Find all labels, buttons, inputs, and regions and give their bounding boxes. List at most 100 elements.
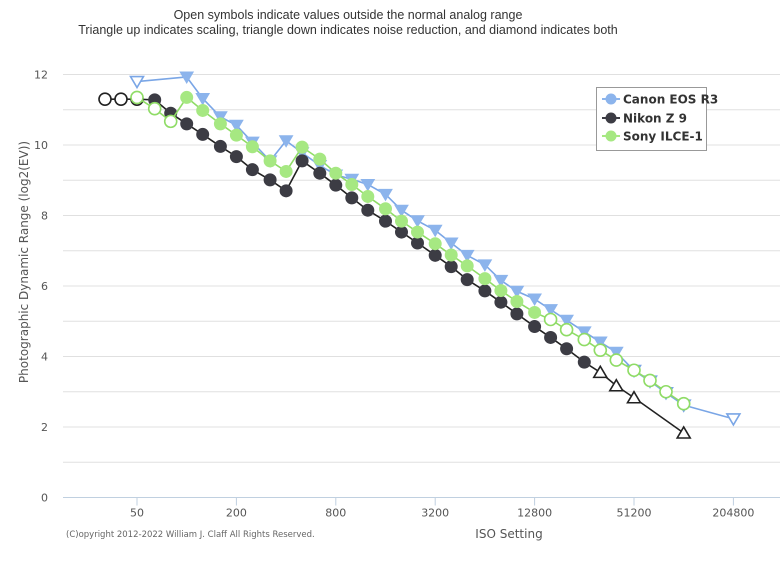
data-point-sony-ilce-1[interactable] [313, 152, 327, 166]
data-point-nikon-z-9[interactable] [345, 191, 359, 205]
legend-label-sony: Sony ILCE-1 [623, 130, 703, 144]
data-point-canon-eos-r3[interactable] [410, 215, 425, 228]
data-point-nikon-z-9[interactable] [675, 425, 692, 439]
data-point-sony-ilce-1[interactable] [180, 90, 194, 104]
data-point-sony-ilce-1[interactable] [543, 312, 558, 327]
data-point-sony-ilce-1[interactable] [676, 396, 691, 411]
data-point-sony-ilce-1[interactable] [229, 128, 243, 142]
data-point-nikon-z-9[interactable] [361, 203, 375, 217]
data-point-sony-ilce-1[interactable] [196, 103, 210, 117]
data-point-canon-eos-r3[interactable] [725, 413, 742, 427]
data-point-nikon-z-9[interactable] [180, 117, 194, 131]
data-point-nikon-z-9[interactable] [444, 260, 458, 274]
data-point-canon-eos-r3[interactable] [543, 304, 558, 317]
data-point-canon-eos-r3[interactable] [493, 274, 509, 288]
legend-item-canon[interactable]: Canon EOS R3 [602, 93, 718, 107]
x-axis-title: ISO Setting [475, 527, 542, 541]
legend-symbol-nikon [605, 112, 617, 124]
data-point-sony-ilce-1[interactable] [329, 166, 343, 180]
data-point-sony-ilce-1[interactable] [444, 248, 458, 262]
data-point-nikon-z-9[interactable] [279, 184, 293, 198]
data-point-sony-ilce-1[interactable] [279, 164, 293, 178]
data-point-canon-eos-r3[interactable] [559, 314, 574, 328]
data-point-canon-eos-r3[interactable] [229, 119, 244, 133]
data-point-sony-ilce-1[interactable] [528, 305, 542, 319]
data-point-nikon-z-9[interactable] [608, 378, 625, 392]
data-point-nikon-z-9[interactable] [626, 390, 642, 404]
data-point-sony-ilce-1[interactable] [460, 259, 474, 273]
data-point-nikon-z-9[interactable] [329, 178, 343, 192]
data-point-sony-ilce-1[interactable] [609, 353, 624, 367]
data-point-sony-ilce-1[interactable] [410, 225, 424, 239]
data-point-nikon-z-9[interactable] [478, 284, 492, 298]
data-point-sony-ilce-1[interactable] [379, 202, 392, 216]
data-point-nikon-z-9[interactable] [494, 295, 508, 309]
x-tick-label: 3200 [421, 507, 449, 520]
data-point-canon-eos-r3[interactable] [129, 75, 145, 90]
data-point-canon-eos-r3[interactable] [378, 188, 393, 202]
data-point-sony-ilce-1[interactable] [643, 373, 657, 388]
legend-item-sony[interactable]: Sony ILCE-1 [602, 130, 703, 144]
data-point-nikon-z-9[interactable] [379, 214, 392, 228]
data-point-canon-eos-r3[interactable] [213, 111, 228, 124]
data-point-sony-ilce-1[interactable] [213, 117, 227, 131]
series-nikon-z-9 [98, 92, 692, 439]
data-point-canon-eos-r3[interactable] [443, 237, 459, 250]
data-point-nikon-z-9[interactable] [295, 154, 309, 168]
data-point-canon-eos-r3[interactable] [459, 249, 475, 263]
data-point-nikon-z-9[interactable] [410, 236, 424, 250]
data-point-sony-ilce-1[interactable] [361, 189, 375, 203]
y-tick-label: 4 [41, 351, 48, 364]
data-point-sony-ilce-1[interactable] [659, 384, 673, 399]
legend-item-nikon[interactable]: Nikon Z 9 [602, 112, 687, 126]
data-point-nikon-z-9[interactable] [263, 173, 277, 187]
data-point-canon-eos-r3[interactable] [195, 92, 211, 106]
data-point-canon-eos-r3[interactable] [608, 346, 624, 360]
data-point-sony-ilce-1[interactable] [394, 214, 408, 228]
data-point-sony-ilce-1[interactable] [428, 237, 442, 251]
data-point-nikon-z-9[interactable] [229, 150, 243, 164]
y-tick-label: 12 [34, 69, 48, 82]
data-point-nikon-z-9[interactable] [213, 139, 227, 153]
data-point-canon-eos-r3[interactable] [592, 336, 608, 350]
data-point-sony-ilce-1[interactable] [245, 140, 259, 154]
data-point-canon-eos-r3[interactable] [576, 326, 592, 339]
data-point-nikon-z-9[interactable] [510, 307, 524, 321]
data-point-nikon-z-9[interactable] [394, 225, 408, 239]
data-point-nikon-z-9[interactable] [98, 92, 112, 106]
data-point-sony-ilce-1[interactable] [559, 322, 574, 337]
data-point-canon-eos-r3[interactable] [509, 285, 525, 299]
data-point-canon-eos-r3[interactable] [278, 135, 294, 148]
data-point-canon-eos-r3[interactable] [179, 71, 195, 84]
data-point-sony-ilce-1[interactable] [577, 332, 592, 347]
data-point-canon-eos-r3[interactable] [394, 204, 409, 218]
data-point-sony-ilce-1[interactable] [510, 295, 524, 309]
data-point-nikon-z-9[interactable] [460, 273, 474, 287]
series-layer [98, 71, 742, 439]
data-point-sony-ilce-1[interactable] [593, 343, 608, 357]
data-point-nikon-z-9[interactable] [528, 320, 542, 334]
data-point-sony-ilce-1[interactable] [147, 101, 162, 116]
data-point-sony-ilce-1[interactable] [627, 363, 641, 378]
data-point-canon-eos-r3[interactable] [360, 178, 376, 192]
data-point-nikon-z-9[interactable] [196, 127, 210, 141]
data-point-nikon-z-9[interactable] [577, 355, 591, 369]
data-point-nikon-z-9[interactable] [592, 364, 609, 379]
data-point-sony-ilce-1[interactable] [130, 90, 144, 105]
data-point-sony-ilce-1[interactable] [478, 272, 492, 286]
data-point-sony-ilce-1[interactable] [295, 140, 309, 154]
legend: Canon EOS R3 Nikon Z 9 Sony ILCE-1 [596, 87, 718, 151]
data-point-sony-ilce-1[interactable] [163, 114, 178, 129]
data-point-nikon-z-9[interactable] [114, 92, 128, 106]
data-point-sony-ilce-1[interactable] [345, 177, 359, 191]
data-point-nikon-z-9[interactable] [245, 163, 259, 177]
data-point-nikon-z-9[interactable] [560, 342, 574, 356]
data-point-nikon-z-9[interactable] [428, 248, 442, 262]
data-point-canon-eos-r3[interactable] [527, 293, 542, 307]
data-point-canon-eos-r3[interactable] [427, 224, 443, 238]
data-point-sony-ilce-1[interactable] [263, 154, 277, 168]
data-point-canon-eos-r3[interactable] [477, 259, 493, 272]
data-point-nikon-z-9[interactable] [313, 166, 327, 180]
data-point-sony-ilce-1[interactable] [494, 284, 508, 298]
data-point-nikon-z-9[interactable] [544, 330, 558, 344]
